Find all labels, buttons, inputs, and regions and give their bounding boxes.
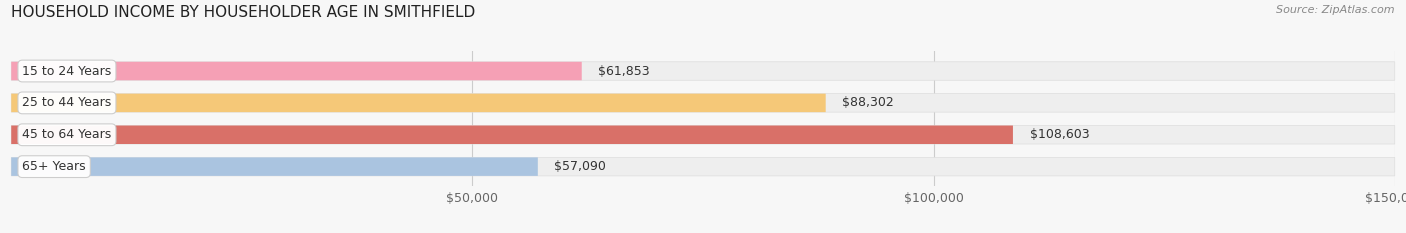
Text: $108,603: $108,603 <box>1029 128 1090 141</box>
Text: 45 to 64 Years: 45 to 64 Years <box>22 128 111 141</box>
Text: $57,090: $57,090 <box>554 160 606 173</box>
Text: $61,853: $61,853 <box>599 65 650 78</box>
FancyBboxPatch shape <box>11 126 1395 144</box>
Text: 15 to 24 Years: 15 to 24 Years <box>22 65 111 78</box>
Text: Source: ZipAtlas.com: Source: ZipAtlas.com <box>1277 5 1395 15</box>
FancyBboxPatch shape <box>11 158 538 176</box>
Text: $88,302: $88,302 <box>842 96 894 110</box>
Text: HOUSEHOLD INCOME BY HOUSEHOLDER AGE IN SMITHFIELD: HOUSEHOLD INCOME BY HOUSEHOLDER AGE IN S… <box>11 5 475 20</box>
Text: 65+ Years: 65+ Years <box>22 160 86 173</box>
FancyBboxPatch shape <box>11 126 1012 144</box>
FancyBboxPatch shape <box>11 94 825 112</box>
FancyBboxPatch shape <box>11 94 1395 112</box>
FancyBboxPatch shape <box>11 62 1395 80</box>
FancyBboxPatch shape <box>11 158 1395 176</box>
FancyBboxPatch shape <box>11 62 582 80</box>
Text: 25 to 44 Years: 25 to 44 Years <box>22 96 111 110</box>
